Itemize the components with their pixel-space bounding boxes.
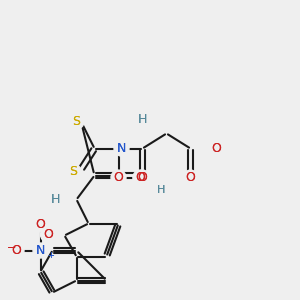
Circle shape — [183, 170, 198, 185]
Text: N: N — [117, 142, 126, 155]
Text: H: H — [157, 184, 166, 195]
Circle shape — [48, 192, 63, 207]
Text: S: S — [70, 165, 77, 178]
Text: O: O — [136, 171, 145, 184]
Circle shape — [114, 141, 129, 156]
Text: −: − — [7, 242, 17, 253]
Text: S: S — [73, 115, 80, 128]
Text: O: O — [211, 142, 221, 155]
Text: O: O — [186, 171, 195, 184]
Text: O: O — [36, 218, 45, 231]
Text: H: H — [157, 184, 166, 195]
Text: O: O — [43, 228, 53, 241]
Circle shape — [111, 170, 126, 185]
Text: O: O — [138, 171, 147, 184]
Text: H: H — [51, 193, 60, 206]
Circle shape — [40, 227, 56, 242]
Circle shape — [69, 114, 84, 129]
Text: S: S — [70, 165, 77, 178]
Text: H: H — [138, 113, 147, 126]
Text: +: + — [47, 251, 54, 260]
Text: H: H — [51, 193, 60, 206]
Text: +: + — [47, 251, 54, 260]
Text: S: S — [73, 115, 80, 128]
Text: O: O — [12, 244, 21, 257]
Text: O: O — [114, 171, 123, 184]
Circle shape — [66, 164, 81, 179]
Text: N: N — [36, 244, 45, 257]
Text: N: N — [117, 142, 126, 155]
Text: O: O — [211, 142, 221, 155]
Text: O: O — [114, 171, 123, 184]
Circle shape — [135, 112, 150, 127]
Circle shape — [33, 217, 48, 232]
Text: O: O — [43, 228, 53, 241]
Text: O: O — [36, 218, 45, 231]
Text: O: O — [136, 171, 145, 184]
Circle shape — [9, 243, 24, 258]
Circle shape — [33, 243, 48, 258]
Circle shape — [133, 170, 148, 185]
Text: O: O — [138, 171, 147, 184]
Text: N: N — [36, 244, 45, 257]
Text: O: O — [186, 171, 195, 184]
Text: −: − — [7, 242, 17, 253]
Text: H: H — [138, 113, 147, 126]
Circle shape — [208, 141, 224, 156]
Circle shape — [135, 170, 150, 185]
Text: O: O — [12, 244, 21, 257]
